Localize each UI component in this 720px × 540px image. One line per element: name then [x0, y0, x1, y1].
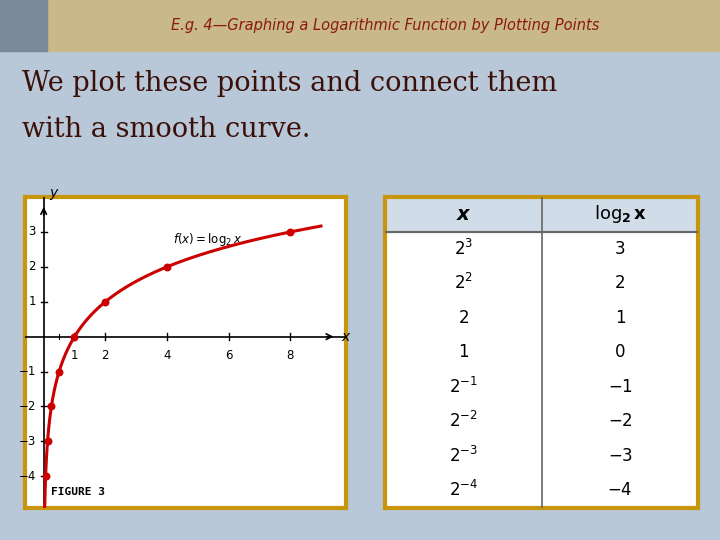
Text: $\bfit{x}$: $\bfit{x}$ — [456, 205, 472, 224]
Text: 8: 8 — [287, 349, 294, 362]
Text: 3: 3 — [29, 226, 36, 239]
Text: $2^{-4}$: $2^{-4}$ — [449, 480, 478, 501]
Text: $2^{-1}$: $2^{-1}$ — [449, 377, 478, 397]
Text: $y$: $y$ — [49, 187, 60, 202]
Text: $-1$: $-1$ — [608, 378, 633, 396]
Text: 4: 4 — [163, 349, 171, 362]
Text: −4: −4 — [19, 470, 36, 483]
Text: 1: 1 — [29, 295, 36, 308]
Point — [161, 262, 173, 271]
Point — [45, 402, 57, 411]
Text: with a smooth curve.: with a smooth curve. — [22, 116, 310, 143]
Bar — [0, 0, 47, 51]
Text: $-3$: $-3$ — [608, 447, 633, 465]
Text: 2: 2 — [102, 349, 109, 362]
Text: 2: 2 — [615, 274, 626, 292]
Point — [42, 437, 53, 445]
Point — [53, 367, 65, 376]
Text: $-2$: $-2$ — [608, 413, 633, 430]
Text: 6: 6 — [225, 349, 233, 362]
Text: E.g. 4—Graphing a Logarithmic Function by Plotting Points: E.g. 4—Graphing a Logarithmic Function b… — [171, 18, 599, 33]
Point — [68, 332, 80, 341]
Text: $2^3$: $2^3$ — [454, 239, 473, 259]
Text: $\mathbf{\log_2 x}$: $\mathbf{\log_2 x}$ — [593, 204, 647, 225]
Text: 1: 1 — [71, 349, 78, 362]
Text: $2$: $2$ — [458, 309, 469, 327]
Text: −2: −2 — [19, 400, 36, 413]
Text: 2: 2 — [29, 260, 36, 273]
Point — [284, 228, 296, 237]
Text: 3: 3 — [615, 240, 626, 258]
Text: $1$: $1$ — [458, 343, 469, 361]
Bar — [385, 197, 698, 232]
Text: 0: 0 — [615, 343, 626, 361]
Text: $2^{-3}$: $2^{-3}$ — [449, 446, 478, 466]
Bar — [0, 0, 720, 51]
Text: $2^{-2}$: $2^{-2}$ — [449, 411, 478, 431]
Text: $x$: $x$ — [341, 329, 351, 343]
Text: 1: 1 — [615, 309, 626, 327]
Point — [40, 472, 51, 481]
Text: We plot these points and connect them: We plot these points and connect them — [22, 70, 557, 97]
Text: FIGURE 3: FIGURE 3 — [51, 487, 105, 497]
Text: −3: −3 — [19, 435, 36, 448]
Text: −1: −1 — [19, 365, 36, 378]
Text: $f(x) = \log_2 x$: $f(x) = \log_2 x$ — [173, 231, 243, 248]
Point — [99, 298, 111, 306]
Text: $-4$: $-4$ — [608, 481, 633, 500]
Text: $2^2$: $2^2$ — [454, 273, 473, 293]
